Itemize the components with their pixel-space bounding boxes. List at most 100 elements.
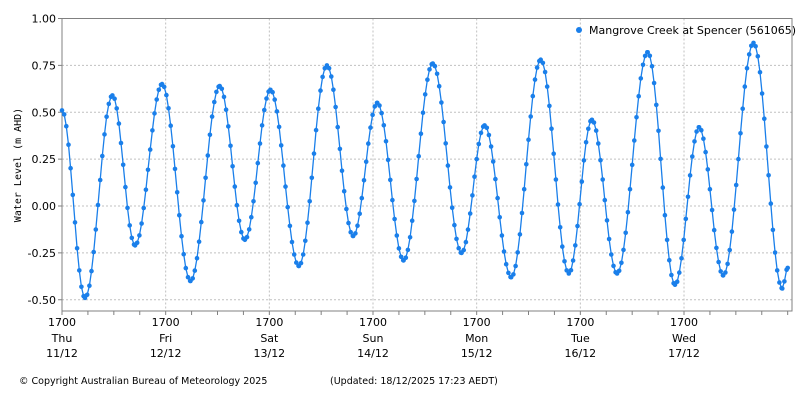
data-point (755, 54, 761, 59)
data-point (443, 141, 449, 146)
data-point (294, 260, 299, 265)
data-point (716, 259, 721, 265)
data-point (611, 263, 616, 269)
data-point (425, 77, 430, 82)
data-point (740, 106, 745, 111)
data-point (276, 124, 282, 130)
x-tick-date: 15/12 (461, 347, 493, 360)
data-point (152, 111, 157, 116)
data-point (251, 199, 256, 204)
data-point (727, 247, 732, 253)
data-point (736, 156, 741, 162)
data-point (112, 96, 117, 101)
data-point (230, 164, 235, 169)
data-point (104, 114, 109, 119)
data-point (262, 107, 267, 113)
data-point (95, 202, 101, 208)
data-point (723, 270, 728, 275)
data-point (513, 263, 518, 269)
data-point (780, 286, 785, 291)
data-point (333, 104, 338, 110)
data-point (557, 225, 563, 230)
data-point (581, 158, 587, 163)
data-point (179, 233, 184, 239)
data-point (320, 74, 325, 80)
data-point (161, 84, 167, 90)
data-point (701, 136, 706, 141)
data-point (172, 166, 178, 172)
data-point (281, 163, 286, 168)
data-point (68, 165, 73, 171)
data-point (538, 57, 543, 62)
data-point (139, 221, 144, 226)
data-point (598, 157, 603, 163)
data-point (147, 147, 153, 152)
data-point (560, 244, 565, 249)
data-point (134, 240, 140, 246)
data-point (774, 268, 780, 273)
x-tick-date: 11/12 (46, 347, 78, 360)
data-point (766, 173, 771, 178)
data-point (762, 116, 767, 121)
grid-lines (61, 18, 792, 311)
data-point (116, 121, 122, 126)
data-point (609, 252, 614, 257)
data-point (190, 276, 195, 281)
data-point (331, 87, 336, 92)
data-point (495, 195, 500, 201)
data-point (87, 283, 92, 289)
y-tick-label: -0.50 (28, 294, 56, 307)
data-point (221, 94, 227, 100)
data-point (89, 268, 94, 274)
data-point (627, 186, 633, 192)
data-point (570, 258, 576, 263)
y-tick-label: 0.75 (32, 59, 57, 72)
data-point (123, 184, 128, 190)
data-point (346, 220, 351, 226)
data-point (143, 187, 149, 192)
data-point (366, 141, 371, 146)
data-point (64, 123, 69, 129)
data-point (97, 177, 103, 183)
data-point (718, 269, 723, 274)
data-point (583, 140, 589, 145)
data-point (287, 223, 293, 229)
x-tick-time: 1700 (670, 316, 698, 329)
data-point (141, 205, 146, 211)
data-point (478, 130, 484, 136)
data-point (447, 185, 453, 190)
data-point (705, 167, 711, 172)
data-point (632, 138, 637, 143)
data-point (577, 201, 582, 207)
data-point (683, 216, 689, 222)
data-point (114, 106, 119, 111)
x-tick-date: 16/12 (564, 347, 596, 360)
data-point (396, 246, 402, 251)
data-point (291, 252, 297, 257)
data-point (183, 265, 189, 271)
data-point (526, 137, 531, 142)
data-point (654, 102, 659, 108)
data-point (515, 250, 520, 255)
data-point (403, 255, 409, 260)
data-point (361, 178, 367, 183)
data-point (228, 143, 233, 149)
data-point (174, 190, 180, 195)
data-point (303, 238, 308, 244)
data-point (619, 260, 624, 266)
data-point (118, 140, 124, 146)
data-point (264, 96, 269, 101)
data-point (692, 139, 697, 144)
data-point (656, 128, 661, 134)
data-point (551, 151, 556, 156)
data-point (137, 233, 142, 238)
x-tick-time: 1700 (566, 316, 594, 329)
data-point (484, 125, 490, 131)
x-tick-date: 13/12 (253, 347, 285, 360)
y-tick-label: 0.00 (32, 200, 57, 213)
x-tick-day: Wed (672, 332, 696, 345)
data-point (744, 65, 750, 71)
x-tick-time: 1700 (255, 316, 283, 329)
x-tick-label-group: 1700 Fri 12/12 (150, 316, 182, 360)
data-point (733, 182, 739, 188)
